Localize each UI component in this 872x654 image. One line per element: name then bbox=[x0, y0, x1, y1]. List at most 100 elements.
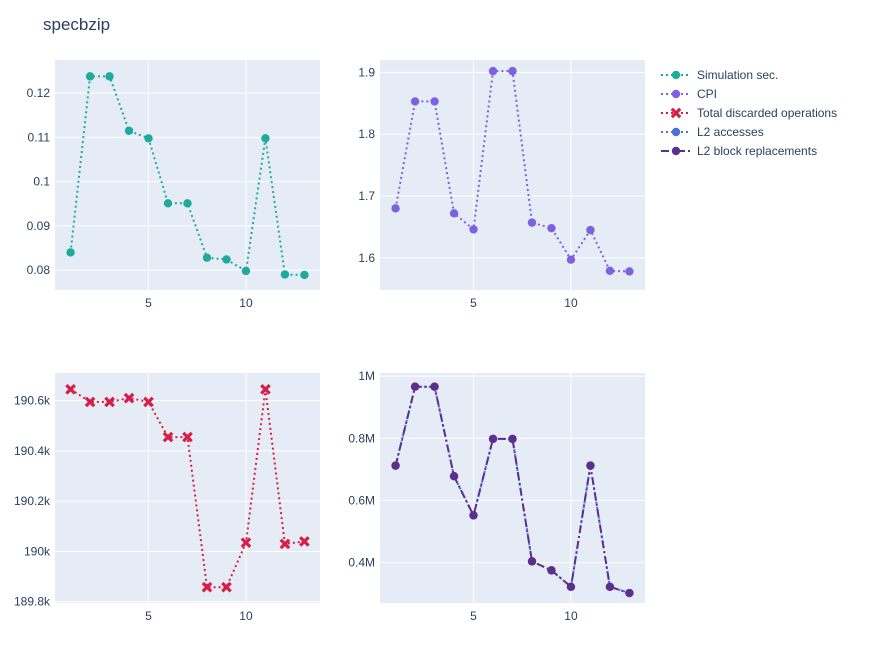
data-point bbox=[410, 97, 420, 106]
subplot-2: 1.6 1.7 1.8 1.9 5 10 bbox=[358, 60, 645, 310]
data-point bbox=[182, 431, 193, 443]
data-point bbox=[162, 431, 174, 443]
y-tick-label: 189.8k bbox=[14, 595, 51, 609]
data-point bbox=[430, 97, 439, 106]
legend-entry[interactable]: Simulation sec. bbox=[661, 68, 778, 82]
data-point bbox=[299, 536, 310, 547]
x-tick-label: 10 bbox=[239, 296, 253, 310]
y-tick-label: 190k bbox=[24, 544, 51, 558]
series-simulation-sec- bbox=[66, 72, 309, 280]
x-tick-label: 10 bbox=[239, 609, 253, 623]
series-l2-block-replacements bbox=[391, 382, 634, 598]
data-point bbox=[430, 382, 439, 391]
data-point bbox=[84, 396, 96, 408]
data-point bbox=[241, 266, 251, 276]
data-point bbox=[605, 582, 615, 592]
data-point bbox=[222, 255, 231, 264]
x-tick-label: 5 bbox=[470, 609, 477, 623]
data-point bbox=[449, 209, 459, 218]
subplot-3: 189.8k 190k 190.2k 190.4k 190.6k 5 10 bbox=[14, 373, 320, 623]
data-point bbox=[201, 581, 213, 593]
legend-entry[interactable]: Total discarded operations bbox=[661, 106, 837, 120]
legend-label: L2 accesses bbox=[697, 125, 764, 139]
plot-area bbox=[380, 60, 645, 290]
data-point bbox=[123, 392, 135, 404]
data-point bbox=[586, 461, 595, 470]
data-point bbox=[625, 588, 634, 598]
legend-label: Total discarded operations bbox=[697, 106, 837, 120]
y-tick-label: 1.6 bbox=[358, 251, 375, 265]
y-tick-label: 1.9 bbox=[358, 65, 375, 79]
x-tick-label: 5 bbox=[145, 296, 152, 310]
legend-label: Simulation sec. bbox=[697, 68, 778, 82]
y-tick-label: 0.1 bbox=[33, 175, 50, 189]
legend-label: L2 block replacements bbox=[697, 144, 817, 158]
plot-area bbox=[55, 60, 320, 290]
subplot-4: 0.4M 0.6M 0.8M 1M 5 10 bbox=[348, 369, 645, 623]
data-point bbox=[547, 566, 556, 575]
series-total-discarded-operations bbox=[65, 384, 310, 593]
data-point bbox=[527, 557, 537, 566]
y-tick-label: 1M bbox=[358, 369, 375, 383]
data-point bbox=[279, 538, 291, 550]
x-tick-label: 10 bbox=[564, 296, 578, 310]
data-point bbox=[202, 253, 212, 262]
y-tick-label: 0.6M bbox=[348, 493, 375, 507]
y-tick-label: 190.2k bbox=[14, 494, 51, 508]
data-point bbox=[163, 199, 173, 208]
data-point bbox=[85, 72, 95, 81]
plot-area bbox=[380, 373, 645, 603]
x-tick-label: 5 bbox=[145, 609, 152, 623]
y-tick-label: 190.4k bbox=[14, 444, 51, 458]
data-point bbox=[391, 461, 400, 470]
data-point bbox=[449, 471, 459, 481]
legend-entry[interactable]: CPI bbox=[661, 87, 717, 101]
data-point bbox=[124, 126, 134, 135]
legend-entry[interactable]: L2 accesses bbox=[661, 125, 764, 139]
y-tick-label: 0.11 bbox=[28, 130, 51, 144]
data-point bbox=[221, 581, 232, 593]
data-point bbox=[410, 382, 420, 391]
data-point bbox=[280, 270, 290, 279]
y-tick-label: 0.8M bbox=[348, 431, 375, 445]
data-point bbox=[469, 511, 478, 520]
data-point bbox=[625, 267, 634, 276]
data-point bbox=[391, 204, 400, 213]
data-point bbox=[566, 582, 576, 592]
plot-area bbox=[55, 373, 320, 603]
subplots: 0.08 0.09 0.1 0.11 0.12 5 10 1.6 1.7 1.8 1.9 5 10 189… bbox=[14, 60, 645, 623]
data-point bbox=[527, 218, 537, 227]
data-point bbox=[104, 396, 115, 408]
legend-marker bbox=[670, 107, 682, 119]
data-point bbox=[469, 225, 478, 234]
data-point bbox=[488, 434, 498, 444]
data-point bbox=[143, 396, 154, 408]
legend-label: CPI bbox=[697, 87, 717, 101]
data-point bbox=[105, 72, 114, 81]
y-tick-label: 0.09 bbox=[27, 219, 51, 233]
data-point bbox=[488, 66, 498, 76]
data-point bbox=[260, 384, 271, 395]
legend-marker bbox=[671, 70, 681, 80]
data-point bbox=[605, 266, 615, 276]
x-tick-label: 10 bbox=[564, 609, 578, 623]
data-point bbox=[300, 270, 309, 280]
legend: Simulation sec. CPI Total discarded operat… bbox=[661, 68, 837, 158]
data-point bbox=[508, 66, 517, 76]
data-point bbox=[508, 434, 517, 444]
chart-title: specbzip bbox=[43, 15, 110, 34]
y-tick-label: 0.12 bbox=[27, 86, 51, 100]
series-cpi bbox=[391, 66, 634, 276]
y-tick-label: 1.7 bbox=[358, 189, 375, 203]
x-tick-label: 5 bbox=[470, 296, 477, 310]
data-point bbox=[547, 223, 556, 233]
y-tick-label: 1.8 bbox=[358, 127, 375, 141]
subplot-1: 0.08 0.09 0.1 0.11 0.12 5 10 bbox=[27, 60, 320, 310]
data-point bbox=[66, 248, 75, 257]
data-point bbox=[586, 225, 595, 235]
legend-marker bbox=[671, 89, 681, 99]
y-tick-label: 0.08 bbox=[27, 263, 51, 277]
legend-marker bbox=[671, 127, 681, 137]
legend-entry[interactable]: L2 block replacements bbox=[661, 144, 817, 158]
